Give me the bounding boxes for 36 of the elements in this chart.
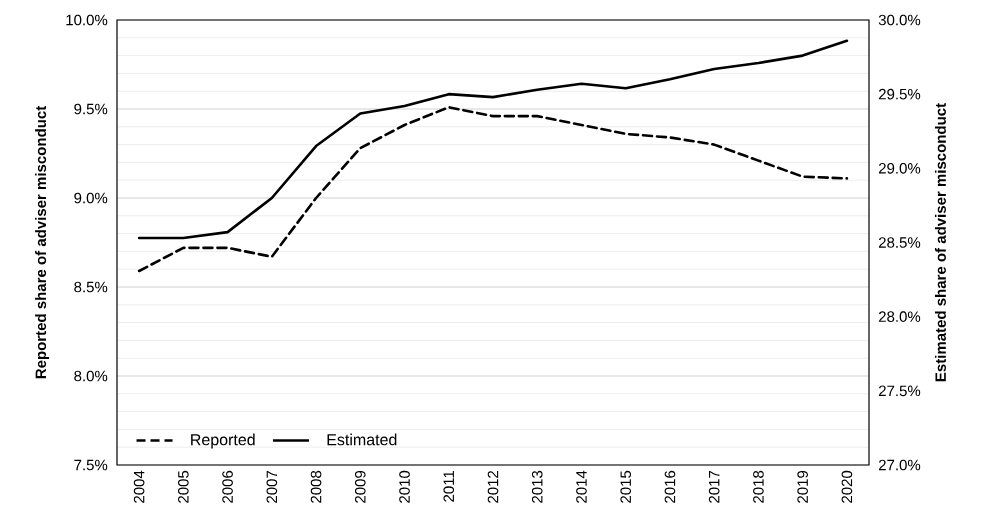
- y2-tick-label: 29.5%: [878, 88, 921, 100]
- y2-tick-label: 27.0%: [878, 459, 921, 471]
- y-tick-label: 9.0%: [74, 192, 108, 204]
- y-axis-title: Reported share of adviser misconduct: [35, 105, 50, 379]
- x-tick-label: 2008: [310, 470, 322, 503]
- x-tick-label: 2017: [708, 470, 720, 503]
- y-tick-label: 10.0%: [66, 14, 108, 26]
- y2-tick-label: 27.5%: [878, 385, 921, 397]
- y-tick-label: 8.0%: [74, 370, 108, 382]
- y2-tick-label: 28.5%: [878, 237, 921, 248]
- x-tick-label: 2009: [354, 470, 366, 503]
- x-tick-label: 2010: [399, 470, 410, 503]
- x-tick-label: 2006: [222, 470, 233, 503]
- y-tick-label: 7.5%: [74, 459, 108, 471]
- x-tick-label: 2016: [664, 470, 676, 503]
- x-tick-label: 2012: [487, 470, 499, 503]
- x-tick-label: 2014: [576, 470, 587, 503]
- y2-tick-label: 30.0%: [878, 14, 921, 26]
- y2-tick-label: 28.0%: [878, 311, 921, 322]
- legend-label: Reported: [191, 433, 255, 449]
- x-tick-label: 2013: [531, 470, 543, 503]
- x-tick-label: 2015: [620, 470, 632, 503]
- x-tick-label: 2011: [443, 470, 455, 502]
- y2-axis-title: Estimated share of adviser misconduct: [934, 103, 946, 382]
- x-tick-label: 2007: [266, 470, 278, 503]
- y2-tick-label: 29.0%: [878, 163, 921, 174]
- x-tick-label: 2020: [841, 470, 853, 503]
- y-tick-label: 8.5%: [74, 281, 108, 293]
- x-tick-label: 2004: [133, 470, 145, 503]
- line-series: [137, 105, 849, 273]
- x-tick-label: 2005: [178, 470, 189, 503]
- y-tick-label: 9.5%: [74, 103, 108, 115]
- x-tick-label: 2019: [797, 470, 808, 503]
- line-series: [137, 39, 849, 240]
- legend-label: Estimated: [327, 433, 397, 446]
- x-tick-label: 2018: [753, 470, 764, 503]
